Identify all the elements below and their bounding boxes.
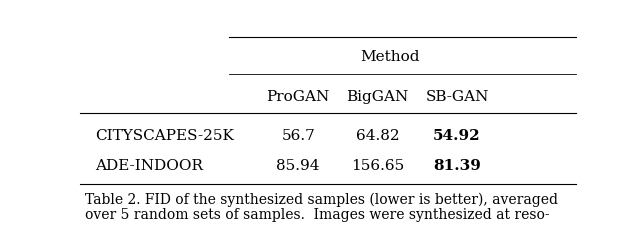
Text: 54.92: 54.92 <box>433 129 481 143</box>
Text: ProGAN: ProGAN <box>267 90 330 104</box>
Text: BigGAN: BigGAN <box>346 90 409 104</box>
Text: 81.39: 81.39 <box>433 159 481 173</box>
Text: 156.65: 156.65 <box>351 159 404 173</box>
Text: SB-GAN: SB-GAN <box>425 90 489 104</box>
Text: ADE-INDOOR: ADE-INDOOR <box>95 159 203 173</box>
Text: Table 2. FID of the synthesized samples (lower is better), averaged: Table 2. FID of the synthesized samples … <box>85 192 558 206</box>
Text: 64.82: 64.82 <box>356 129 399 143</box>
Text: over 5 random sets of samples.  Images were synthesized at reso-: over 5 random sets of samples. Images we… <box>85 208 550 222</box>
Text: CITYSCAPES-25K: CITYSCAPES-25K <box>95 129 234 143</box>
Text: 56.7: 56.7 <box>282 129 315 143</box>
Text: 85.94: 85.94 <box>276 159 320 173</box>
Text: Method: Method <box>360 51 420 64</box>
